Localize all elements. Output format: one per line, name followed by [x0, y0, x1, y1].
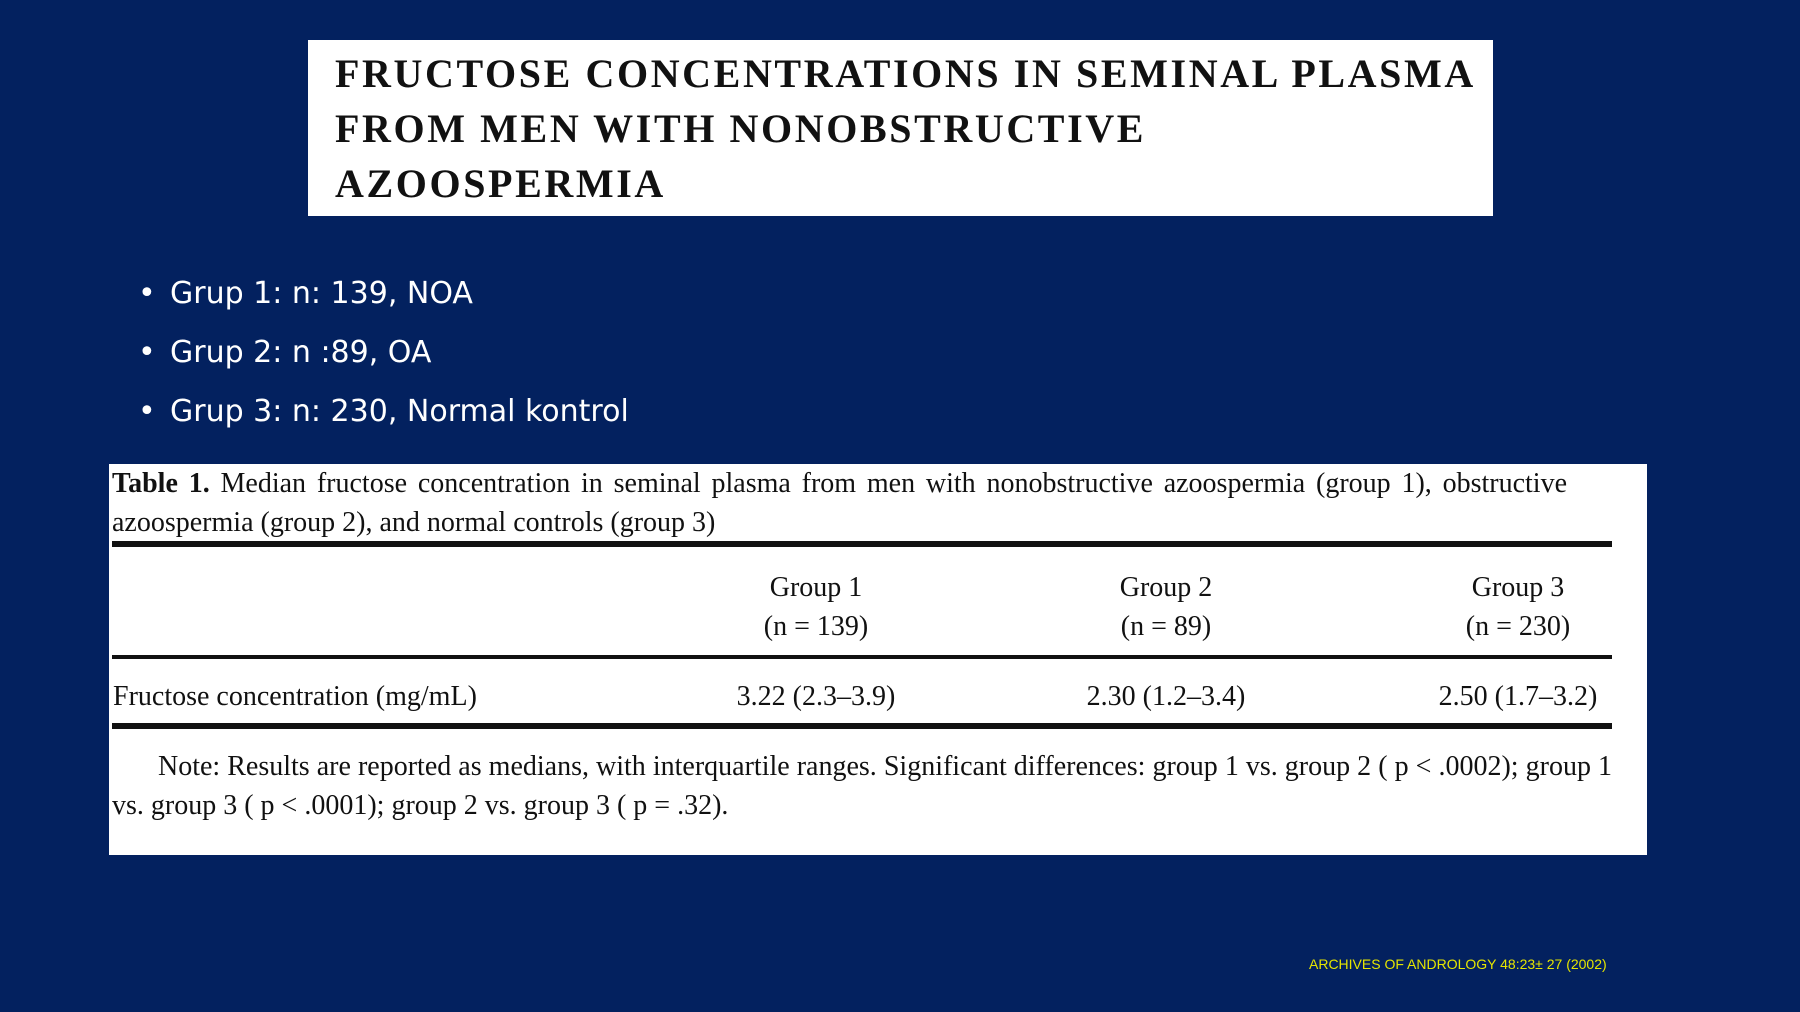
column-header: Group 2 (n = 89): [1016, 568, 1316, 646]
bullet-text: Grup 2: n :89, OA: [170, 335, 432, 370]
column-name: Group 3: [1471, 572, 1565, 603]
bottom-rule: [112, 723, 1612, 729]
title-box: FRUCTOSE CONCENTRATIONS IN SEMINAL PLASM…: [308, 40, 1493, 216]
row-label: Fructose concentration (mg/mL): [113, 681, 477, 712]
cell: 2.30 (1.2–3.4): [1086, 681, 1246, 712]
column-header: Group 3 (n = 230): [1368, 568, 1668, 646]
header-rule: [112, 655, 1612, 659]
caption-text: Median fructose concentration in seminal…: [112, 468, 1568, 538]
column-n: (n = 139): [763, 611, 869, 642]
table-note: Note: Results are reported as medians, w…: [112, 751, 1612, 821]
cell: 2.50 (1.7–3.2): [1438, 681, 1598, 712]
cell: 3.22 (2.3–3.9): [736, 681, 896, 712]
top-rule: [112, 541, 1612, 547]
column-n: (n = 89): [1120, 611, 1212, 642]
column-header: Group 1 (n = 139): [666, 568, 966, 646]
slide-title: FRUCTOSE CONCENTRATIONS IN SEMINAL PLASM…: [335, 51, 1474, 206]
table-image: Table 1. Median fructose concentration i…: [109, 464, 1647, 855]
caption-label: Table 1.: [112, 468, 210, 499]
table-caption: Table 1. Median fructose concentration i…: [112, 464, 1567, 542]
column-name: Group 2: [1119, 572, 1213, 603]
bullet-text: Grup 1: n: 139, NOA: [170, 276, 473, 311]
column-name: Group 1: [769, 572, 863, 603]
bullet-text: Grup 3: n: 230, Normal kontrol: [170, 394, 629, 429]
citation: ARCHIVES OF ANDROLOGY 48:23± 27 (2002): [1309, 956, 1607, 972]
column-n: (n = 230): [1465, 611, 1571, 642]
